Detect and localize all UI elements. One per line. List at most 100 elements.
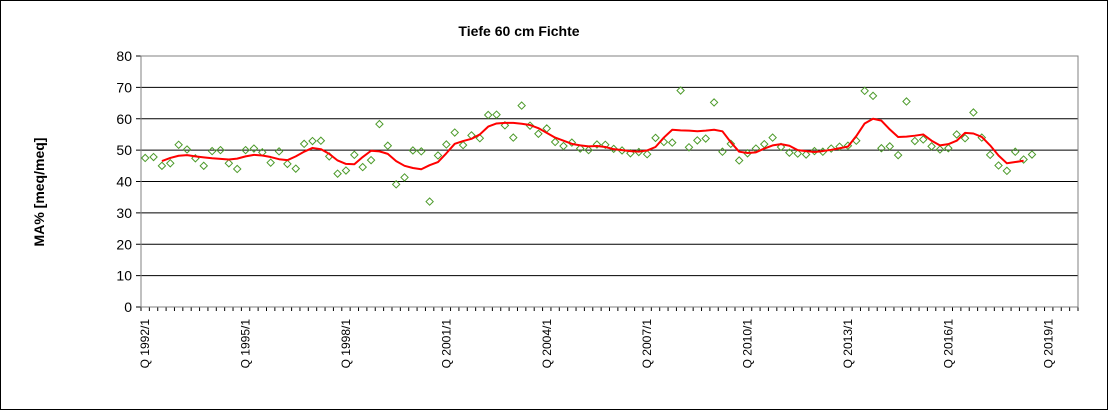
data-point-98	[960, 133, 970, 143]
data-point-51	[567, 138, 577, 147]
data-point-82	[826, 144, 836, 153]
y-tick-label-6: 60	[116, 111, 132, 127]
data-point-65	[684, 142, 694, 152]
chart-title: Tiefe 60 cm Fichte	[458, 23, 579, 39]
data-point-47	[534, 129, 543, 139]
x-tick-label-2: Q 1998/1	[339, 319, 353, 369]
data-point-31	[400, 173, 409, 182]
data-point-15	[266, 158, 275, 167]
x-tick-label-7: Q 2013/1	[841, 319, 855, 369]
data-point-23	[333, 169, 342, 178]
data-point-8	[207, 146, 217, 156]
x-axis-ticks: Q 1992/1 Q 1995/1 Q 1998/1 Q 2001/1 Q 2004/1…	[138, 307, 1079, 369]
data-point-53	[584, 145, 593, 155]
data-point-33	[416, 147, 426, 156]
data-point-16	[274, 147, 284, 156]
data-point-68	[709, 98, 719, 107]
data-point-28	[375, 119, 384, 129]
y-tick-label-7: 70	[116, 79, 132, 95]
data-point-13	[249, 144, 259, 153]
x-tick-label-0: Q 1992/1	[138, 319, 152, 369]
data-point-55	[601, 140, 610, 150]
data-point-86	[860, 86, 869, 96]
data-point-19	[299, 139, 309, 149]
x-tick-label-9: Q 2019/1	[1042, 319, 1056, 369]
data-point-88	[877, 143, 886, 153]
x-tick-label-4: Q 2004/1	[540, 319, 554, 369]
data-point-5	[182, 145, 192, 154]
data-point-25	[350, 150, 359, 160]
data-point-12	[241, 145, 250, 155]
data-point-40	[475, 133, 485, 143]
data-point-92	[910, 136, 920, 146]
data-point-20	[308, 136, 317, 146]
data-point-2	[157, 161, 167, 171]
data-point-50	[559, 141, 568, 151]
data-point-3	[165, 158, 175, 168]
data-point-96	[944, 143, 953, 153]
data-point-1	[149, 152, 158, 162]
y-tick-label-4: 40	[116, 174, 132, 190]
data-point-93	[918, 135, 928, 144]
data-point-87	[868, 91, 878, 101]
data-point-0	[140, 153, 150, 163]
data-point-102	[994, 161, 1003, 170]
data-point-52	[575, 144, 585, 153]
data-point-75	[768, 133, 777, 142]
data-point-105	[1019, 155, 1028, 164]
data-point-26	[358, 162, 368, 172]
data-point-45	[517, 101, 526, 110]
data-point-97	[952, 130, 961, 139]
data-point-10	[224, 158, 234, 168]
data-point-64	[676, 86, 685, 95]
data-point-34	[425, 197, 434, 206]
x-tick-label-1: Q 1995/1	[239, 319, 253, 369]
data-point-91	[902, 97, 911, 106]
data-point-37	[450, 128, 460, 137]
x-tick-label-3: Q 2001/1	[439, 319, 453, 369]
data-point-29	[383, 141, 393, 151]
data-point-44	[508, 133, 518, 142]
data-point-21	[316, 136, 326, 146]
data-point-95	[935, 145, 945, 154]
data-point-63	[667, 138, 677, 147]
x-tick-label-6: Q 2010/1	[741, 319, 755, 369]
data-point-69	[718, 147, 727, 157]
data-point-61	[651, 133, 660, 143]
data-point-106	[1027, 150, 1037, 159]
data-point-99	[969, 108, 978, 117]
data-point-77	[785, 148, 794, 157]
y-tick-label-3: 30	[116, 205, 132, 221]
data-point-89	[885, 142, 895, 151]
data-point-18	[291, 164, 301, 173]
data-point-78	[793, 149, 803, 158]
y-tick-label-0: 0	[124, 299, 132, 315]
data-point-30	[391, 180, 401, 189]
data-point-60	[642, 149, 652, 159]
data-point-38	[458, 140, 468, 150]
data-point-41	[483, 110, 493, 120]
data-point-49	[550, 137, 560, 147]
x-tick-label-8: Q 2016/1	[941, 319, 955, 369]
y-axis-ticks: 0 10 20 30 40 50 60 70 80	[116, 48, 141, 315]
data-point-70	[726, 139, 736, 149]
data-point-103	[1002, 166, 1012, 176]
data-point-7	[199, 161, 209, 171]
y-tick-label-2: 20	[116, 236, 132, 252]
data-point-80	[810, 146, 819, 156]
y-tick-label-8: 80	[116, 48, 132, 64]
data-point-27	[366, 155, 376, 165]
plot-border	[140, 55, 1079, 308]
data-point-76	[776, 142, 786, 152]
data-point-67	[701, 134, 711, 143]
data-point-32	[408, 146, 418, 155]
data-point-36	[442, 140, 451, 149]
data-point-71	[734, 156, 744, 165]
data-point-35	[433, 151, 443, 160]
series-line-1	[161, 117, 1024, 171]
data-point-42	[492, 110, 501, 119]
data-point-104	[1010, 147, 1020, 157]
y-axis-label: MA% [meq/meq]	[31, 138, 47, 247]
data-point-24	[341, 166, 351, 175]
